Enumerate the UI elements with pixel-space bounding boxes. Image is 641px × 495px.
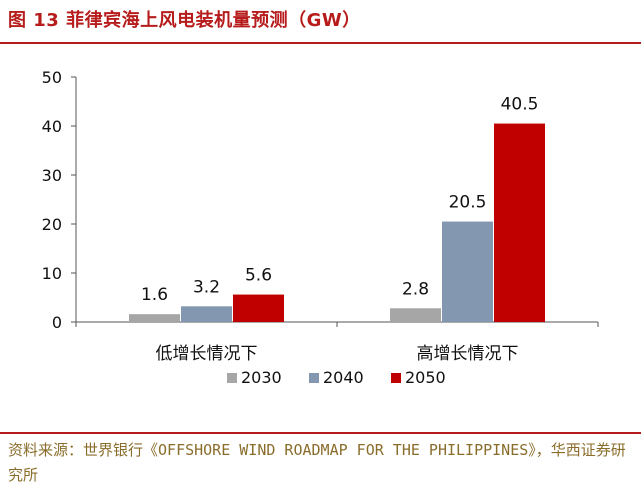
y-tick-label: 40 — [42, 117, 62, 136]
data-label: 40.5 — [501, 95, 539, 115]
bar-2030 — [390, 308, 441, 322]
data-label: 3.2 — [193, 277, 220, 297]
legend-label: 2040 — [323, 368, 364, 387]
data-label: 1.6 — [141, 285, 168, 305]
legend-swatch-2030 — [227, 373, 237, 383]
legend-label: 2030 — [241, 368, 282, 387]
legend-swatch-2050 — [391, 373, 401, 383]
y-tick-label: 50 — [42, 68, 62, 87]
y-tick-label: 20 — [42, 215, 62, 234]
y-tick-label: 0 — [52, 313, 62, 332]
source-note: 资料来源：世界银行《OFFSHORE WIND ROADMAP FOR THE … — [8, 441, 626, 484]
bar-2030 — [129, 314, 180, 322]
bar-2050 — [233, 294, 284, 322]
title-divider — [0, 42, 641, 44]
legend-swatch-2040 — [309, 373, 319, 383]
y-tick-label: 10 — [42, 264, 62, 283]
data-label: 5.6 — [245, 266, 272, 286]
legend-label: 2050 — [405, 368, 446, 387]
category-label: 高增长情况下 — [417, 344, 519, 364]
source-divider — [0, 432, 641, 434]
data-label: 2.8 — [402, 279, 429, 299]
bar-2040 — [181, 306, 232, 322]
figure-title: 图 13 菲律宾海上风电装机量预测（GW） — [8, 10, 361, 31]
bar-2040 — [442, 221, 493, 322]
y-tick-label: 30 — [42, 166, 62, 185]
bar-2050 — [494, 123, 545, 322]
data-label: 20.5 — [449, 193, 487, 213]
category-label: 低增长情况下 — [156, 344, 258, 364]
